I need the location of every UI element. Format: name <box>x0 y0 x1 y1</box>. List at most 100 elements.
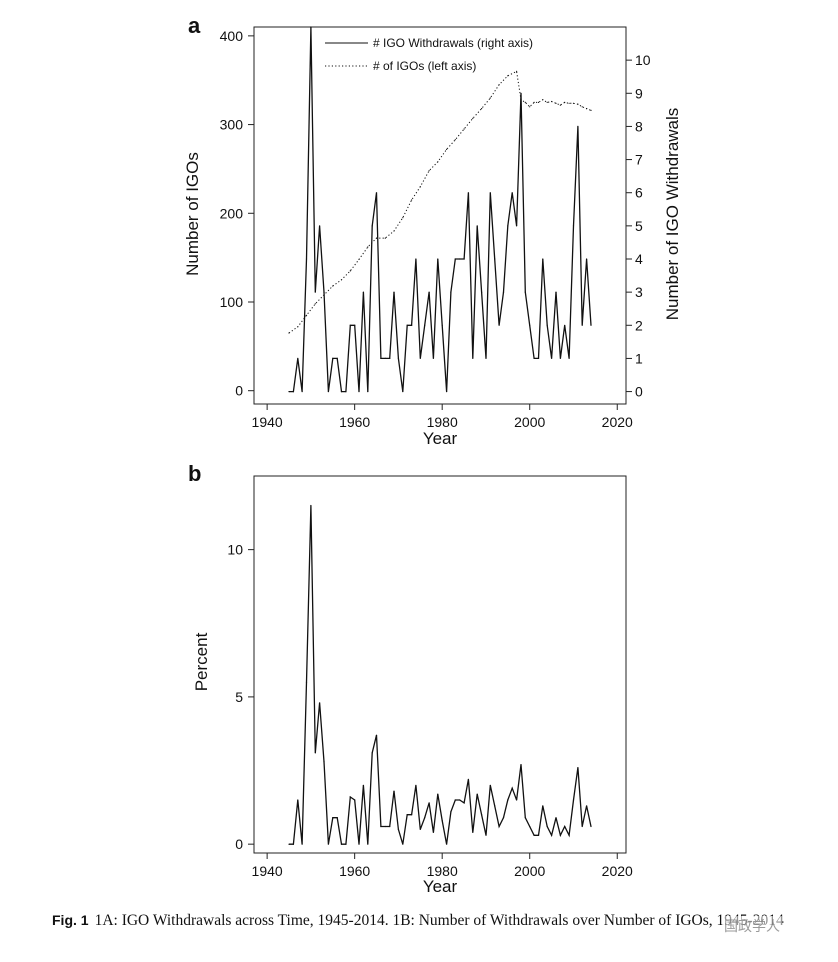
panel-b-x-axis: 1940 1960 1980 2000 2020 <box>252 853 633 879</box>
series-percent-line-point <box>450 811 452 813</box>
series-igos-line-point <box>551 100 553 103</box>
series-withdrawals-line-point <box>380 357 382 359</box>
figure-caption: Fig. 1 1A: IGO Withdrawals across Time, 1… <box>52 910 832 931</box>
series-percent-line-point <box>367 843 369 845</box>
panel-a-plot-frame <box>253 26 627 405</box>
series-percent-line-point <box>415 784 417 786</box>
series-withdrawals-line-point <box>319 225 321 227</box>
series-percent-line-point <box>305 681 308 683</box>
series-withdrawals-line-point <box>419 357 421 359</box>
series-percent-line-point <box>428 802 430 804</box>
series-withdrawals-line-point <box>288 391 290 393</box>
series-percent-line-point <box>336 817 338 819</box>
panel-a-y-right-axis: 0 1 2 3 4 5 6 7 8 9 10 <box>626 52 651 400</box>
series-percent-line-point <box>568 834 570 836</box>
panel-a-y-tick-label: 400 <box>220 28 244 44</box>
panel-b-y-axis: 0 5 10 <box>227 542 254 852</box>
series-percent-line-point <box>371 752 373 754</box>
series-withdrawals-line-point <box>590 324 592 326</box>
series-percent-line-point <box>485 834 487 836</box>
series-withdrawals-line-point <box>349 324 351 326</box>
series-percent-line-point <box>419 828 421 831</box>
series-percent-line-point <box>354 799 356 801</box>
series-withdrawals-line-point <box>564 324 566 326</box>
panel-a-y-right-tick-label: 3 <box>635 284 643 300</box>
series-percent-line-point <box>424 817 426 819</box>
panel-a-y-left-axis: 0 100 200 300 400 <box>220 28 254 399</box>
panel-a-y-right-title: Number of IGO Withdrawals <box>663 108 682 321</box>
series-percent-line-point <box>524 817 526 819</box>
panel-b-x-tick-label: 1940 <box>252 863 283 879</box>
series-percent-line-point <box>537 834 540 836</box>
series-withdrawals-line-point <box>389 357 391 359</box>
series-percent-line-point <box>498 825 500 828</box>
panel-a-y-right-tick-label: 8 <box>635 118 643 134</box>
series-withdrawals-line-point <box>559 357 562 359</box>
series-withdrawals-line-point <box>367 391 369 393</box>
series-withdrawals-line-point <box>489 192 491 194</box>
series-withdrawals-line-point <box>546 324 548 326</box>
series-withdrawals-line-point <box>345 391 347 393</box>
series-withdrawals-line-point <box>586 258 588 260</box>
series-withdrawals-line-point <box>467 192 469 194</box>
panel-b-x-tick-label: 1980 <box>427 863 458 879</box>
series-withdrawals-line-point <box>340 391 343 393</box>
series-percent-line-point <box>297 799 299 801</box>
series-withdrawals-line-point <box>393 291 395 293</box>
series-withdrawals-line-point <box>485 357 487 359</box>
series-withdrawals-line-point <box>520 92 522 94</box>
series-percent-line-point <box>411 814 413 816</box>
series-igos-line-point <box>542 99 544 101</box>
panel-b-x-tick-label: 1960 <box>339 863 370 879</box>
series-withdrawals-line-point <box>354 324 356 326</box>
series-igos-line-point <box>577 103 579 105</box>
panel-a-y-right-tick-label: 5 <box>635 218 643 234</box>
series-withdrawals-line-point <box>362 291 364 293</box>
series-withdrawals-line <box>289 26 592 393</box>
series-withdrawals-line-point <box>432 357 434 359</box>
series-percent-line-point <box>301 843 303 845</box>
series-igos-line-point <box>533 101 535 103</box>
series-withdrawals-line-point <box>428 291 430 293</box>
panel-a-y-tick-label: 300 <box>220 117 244 133</box>
series-igos-line-point <box>375 237 378 239</box>
series-withdrawals-line-point <box>437 258 439 260</box>
series-withdrawals-line-point <box>568 357 570 359</box>
series-igos-line-point <box>340 279 343 281</box>
panel-a-x-tick-label: 1960 <box>339 414 370 430</box>
series-withdrawals-line-point <box>301 391 303 393</box>
series-withdrawals-line-point <box>450 291 452 293</box>
series-withdrawals-line-point <box>533 357 535 359</box>
series-percent-line-point <box>467 778 469 781</box>
series-percent-line-point <box>393 790 395 792</box>
series-percent-line-point <box>323 761 325 763</box>
series-percent-line-point <box>362 784 364 786</box>
series-percent-line-point <box>345 843 347 845</box>
series-percent-line-point <box>542 805 544 807</box>
series-igos-line-point <box>288 332 290 334</box>
series-percent-line-point <box>472 831 474 834</box>
series-igos-line-point <box>546 101 548 103</box>
series-percent-line-point <box>494 805 496 807</box>
series-withdrawals-line-point <box>314 291 316 293</box>
panel-a-x-tick-label: 1940 <box>252 414 283 430</box>
series-withdrawals-line-point <box>459 258 461 260</box>
panel-a-x-tick-label: 2000 <box>514 414 545 430</box>
panel-a-y-right-tick-label: 4 <box>635 251 643 267</box>
series-withdrawals-line-point <box>371 225 373 227</box>
watermark: 国政学人 <box>722 916 782 936</box>
series-percent-line-point <box>327 843 329 845</box>
series-igos-line-point <box>297 326 299 328</box>
series-igos-line-point <box>481 108 483 110</box>
series-percent-line-point <box>564 825 566 828</box>
panel-b-y-tick-label: 5 <box>235 689 243 705</box>
legend-label-igos: # of IGOs (left axis) <box>373 59 476 73</box>
series-igos-line-point <box>393 230 395 232</box>
series-percent-line-point <box>454 799 456 801</box>
panel-b-x-tick-label: 2000 <box>514 863 545 879</box>
panel-a-y-left-title: Number of IGOs <box>183 152 202 276</box>
series-percent-line-point <box>586 805 588 807</box>
series-withdrawals-line-point <box>551 357 553 359</box>
series-withdrawals-line-point <box>411 324 413 326</box>
